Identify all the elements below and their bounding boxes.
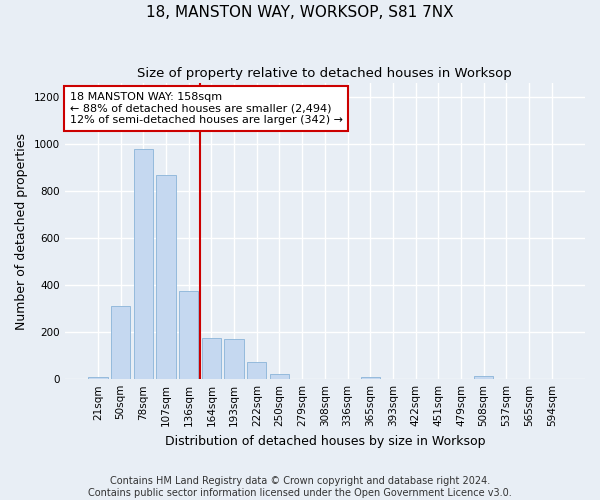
Bar [361,377,380,379]
Text: 18 MANSTON WAY: 158sqm
← 88% of detached houses are smaller (2,494)
12% of semi-: 18 MANSTON WAY: 158sqm ← 88% of detached… [70,92,343,125]
Title: Size of property relative to detached houses in Worksop: Size of property relative to detached ho… [137,68,512,80]
Bar [270,374,289,379]
Bar [134,149,153,379]
Bar [247,362,266,379]
Text: 18, MANSTON WAY, WORKSOP, S81 7NX: 18, MANSTON WAY, WORKSOP, S81 7NX [146,5,454,20]
Bar [474,376,493,379]
Bar [88,377,107,379]
Text: Contains HM Land Registry data © Crown copyright and database right 2024.
Contai: Contains HM Land Registry data © Crown c… [88,476,512,498]
Bar [111,306,130,379]
Bar [179,291,199,379]
Bar [202,338,221,379]
Y-axis label: Number of detached properties: Number of detached properties [15,132,28,330]
Bar [157,174,176,379]
Bar [224,339,244,379]
X-axis label: Distribution of detached houses by size in Worksop: Distribution of detached houses by size … [164,434,485,448]
